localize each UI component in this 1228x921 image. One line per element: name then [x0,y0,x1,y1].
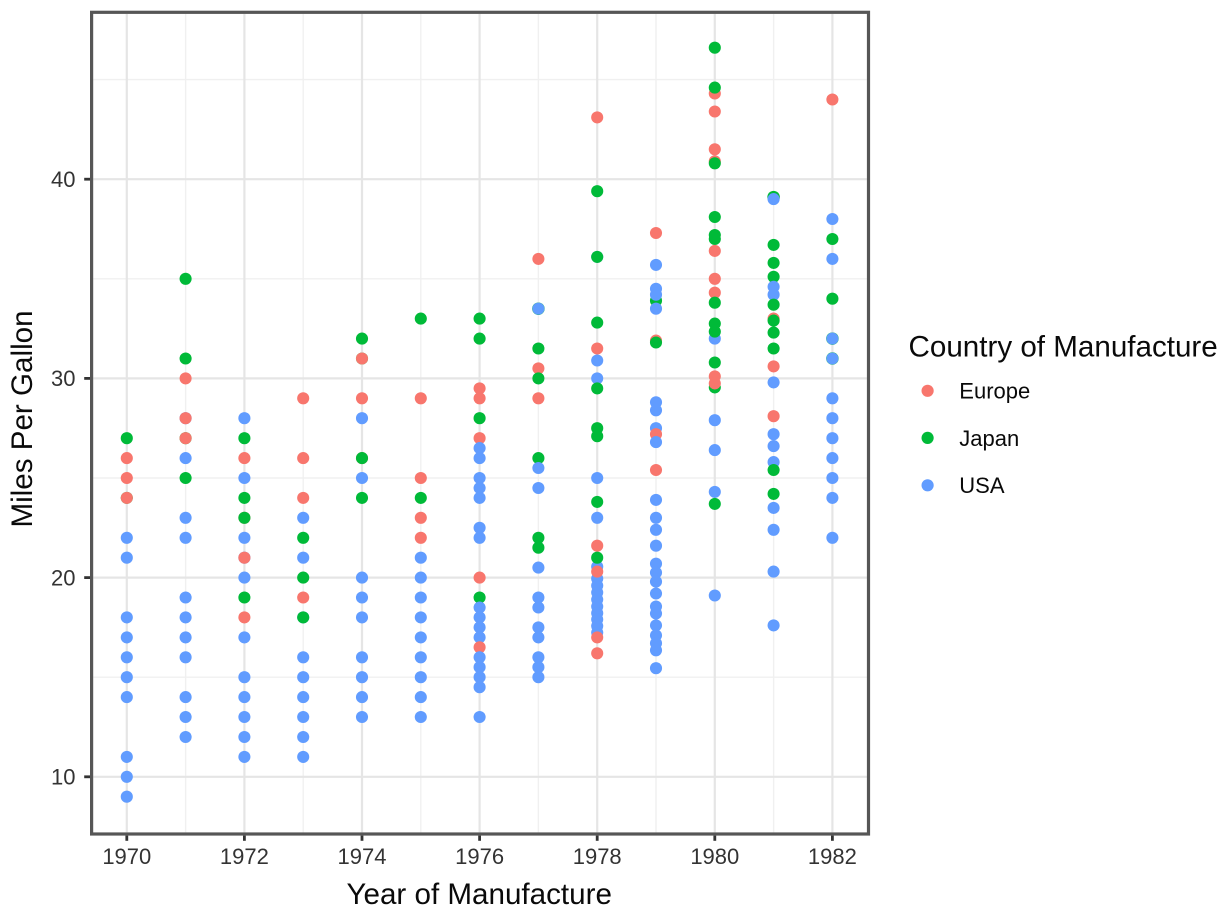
svg-text:1970: 1970 [102,844,151,869]
svg-text:1976: 1976 [455,844,504,869]
svg-text:USA: USA [959,473,1005,498]
svg-text:1978: 1978 [573,844,622,869]
svg-text:Miles Per Gallon: Miles Per Gallon [6,310,39,527]
svg-text:Europe: Europe [959,379,1030,404]
svg-text:20: 20 [51,565,75,590]
svg-text:1972: 1972 [220,844,269,869]
svg-text:10: 10 [51,765,75,790]
svg-text:30: 30 [51,366,75,391]
svg-text:Country of Manufacture: Country of Manufacture [909,330,1218,363]
svg-text:1974: 1974 [338,844,387,869]
svg-text:1982: 1982 [808,844,857,869]
svg-text:Year of Manufacture: Year of Manufacture [346,878,611,911]
svg-text:Japan: Japan [959,426,1019,451]
svg-text:1980: 1980 [690,844,739,869]
svg-text:40: 40 [51,167,75,192]
